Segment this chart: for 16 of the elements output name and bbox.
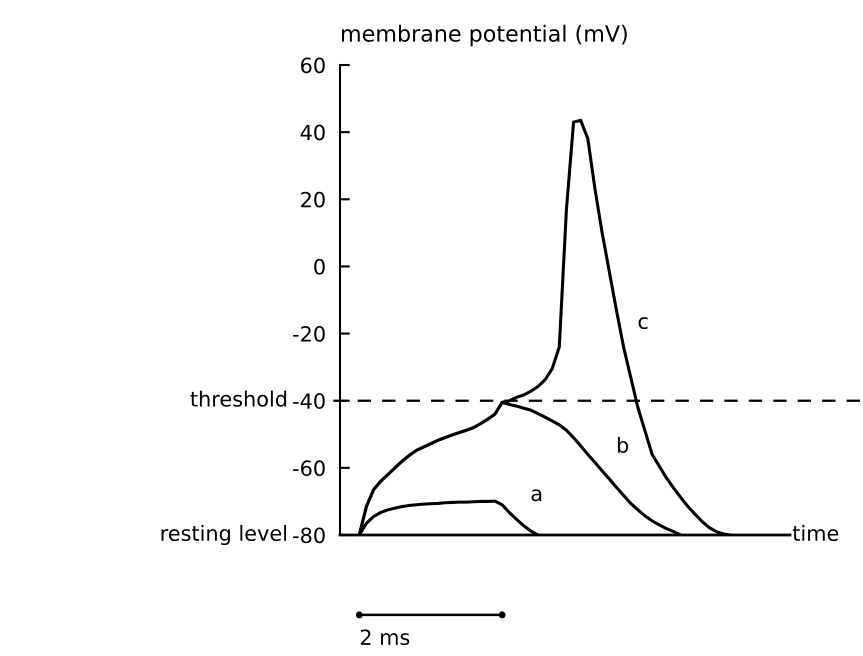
ref-line-label: threshold <box>190 390 286 407</box>
y-tick-label: 60 <box>301 57 325 74</box>
y-tick-label: -40 <box>293 393 325 409</box>
y-axis-title: membrane potential (mV) <box>342 24 627 46</box>
x-axis-title: time <box>792 524 838 542</box>
y-tick-label: 0 <box>314 258 325 275</box>
ref-line-label: resting level <box>162 524 286 546</box>
y-tick-label: -80 <box>293 527 325 544</box>
y-tick-label: -20 <box>293 326 325 342</box>
text: 2 ms <box>360 629 410 646</box>
series-label: b <box>618 436 628 453</box>
series-label: a <box>532 489 542 502</box>
y-tick-label: -60 <box>293 460 325 476</box>
y-tick-label: 40 <box>300 124 325 140</box>
series-label: c <box>638 317 648 330</box>
y-tick-label: 20 <box>301 192 325 208</box>
